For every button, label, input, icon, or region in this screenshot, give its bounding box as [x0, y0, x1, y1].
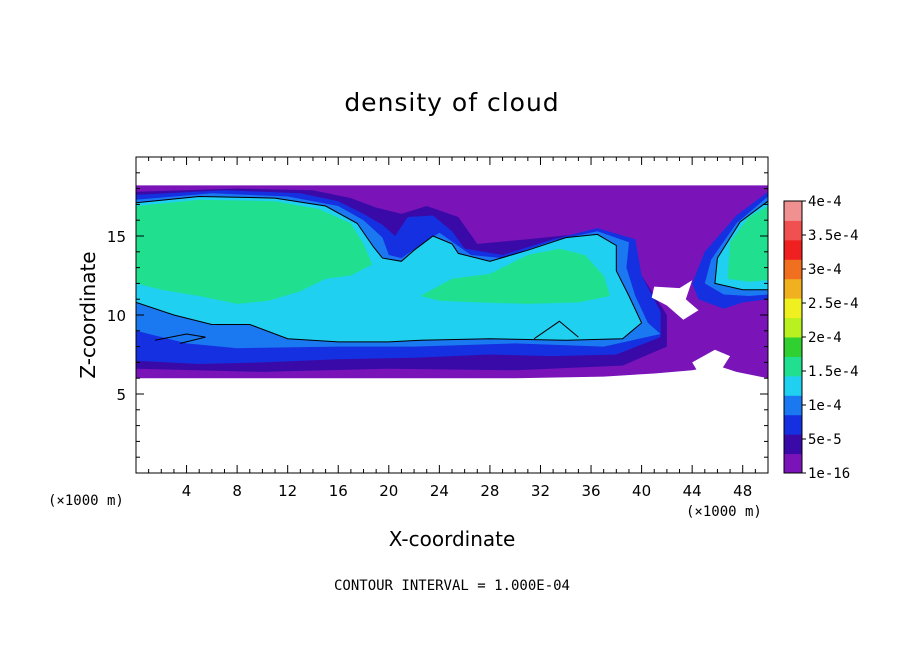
y-axis-label: Z-coordinate [76, 251, 100, 379]
contour-interval-note: CONTOUR INTERVAL = 1.000E-04 [333, 578, 570, 594]
cloud-gap-right [651, 280, 699, 320]
colorbar-swatch [784, 201, 802, 221]
contour-line-inner-left [154, 333, 206, 344]
contour-line-bottom [136, 301, 642, 343]
x-tick-label: 8 [232, 482, 242, 500]
x-tick-label: 32 [531, 482, 550, 500]
colorbar-swatch [784, 434, 802, 455]
x-unit-label-left: (×1000 m) [48, 493, 124, 509]
colorbar-swatch [784, 395, 802, 416]
colorbar-label: 1e-4 [808, 398, 842, 414]
contour-line-inner-mid [533, 320, 579, 340]
colorbar-swatch [784, 259, 802, 280]
cloud-region-green-mid [420, 248, 610, 304]
x-unit-label-right: (×1000 m) [686, 504, 762, 520]
density-field [136, 185, 768, 379]
colorbar-swatch [784, 356, 802, 377]
chart-title: density of cloud [344, 88, 560, 117]
x-axis-label: X-coordinate [388, 527, 516, 551]
y-tick-label: 15 [107, 228, 126, 246]
colorbar-swatch [784, 298, 802, 319]
colorbar-swatch [784, 453, 802, 474]
x-tick-label: 4 [182, 482, 192, 500]
colorbar-label: 3.5e-4 [808, 228, 859, 244]
contour-line-right [714, 200, 768, 291]
y-tick-label: 10 [107, 307, 126, 325]
x-tick-label: 16 [329, 482, 348, 500]
x-tick-label: 28 [480, 482, 499, 500]
colorbar-label: 2e-4 [808, 330, 842, 346]
colorbar-label: 4e-4 [808, 194, 842, 210]
colorbar-swatch [784, 317, 802, 338]
colorbar-label: 5e-5 [808, 432, 842, 448]
cloud-region-green-right [727, 206, 768, 282]
x-tick-label: 24 [430, 482, 449, 500]
x-tick-label: 40 [632, 482, 651, 500]
cloud-region-green [136, 199, 373, 304]
x-tick-label: 36 [581, 482, 600, 500]
colorbar-label: 2.5e-4 [808, 296, 859, 312]
cloud-gap-bottom-right [692, 349, 731, 375]
colorbar-swatch [784, 337, 802, 357]
x-tick-label: 44 [683, 482, 702, 500]
x-tick-label: 48 [733, 482, 752, 500]
y-tick-label: 5 [116, 386, 126, 404]
colorbar-label: 1e-16 [808, 466, 850, 482]
colorbar-swatch [784, 375, 802, 396]
colorbar-swatch [784, 220, 802, 241]
colorbar-swatch [784, 414, 802, 435]
colorbar-swatch [784, 278, 802, 299]
colorbar-swatch [784, 239, 802, 260]
x-tick-label: 12 [278, 482, 297, 500]
x-tick-label: 20 [379, 482, 398, 500]
colorbar-label: 3e-4 [808, 262, 842, 278]
colorbar-label: 1.5e-4 [808, 364, 859, 380]
colorbar: 1e-16 5e-5 1e-4 1.5e-4 2e-4 2.5e-4 3e-4 3.5e-4 4… [783, 194, 859, 482]
contour-line-left [136, 195, 643, 324]
